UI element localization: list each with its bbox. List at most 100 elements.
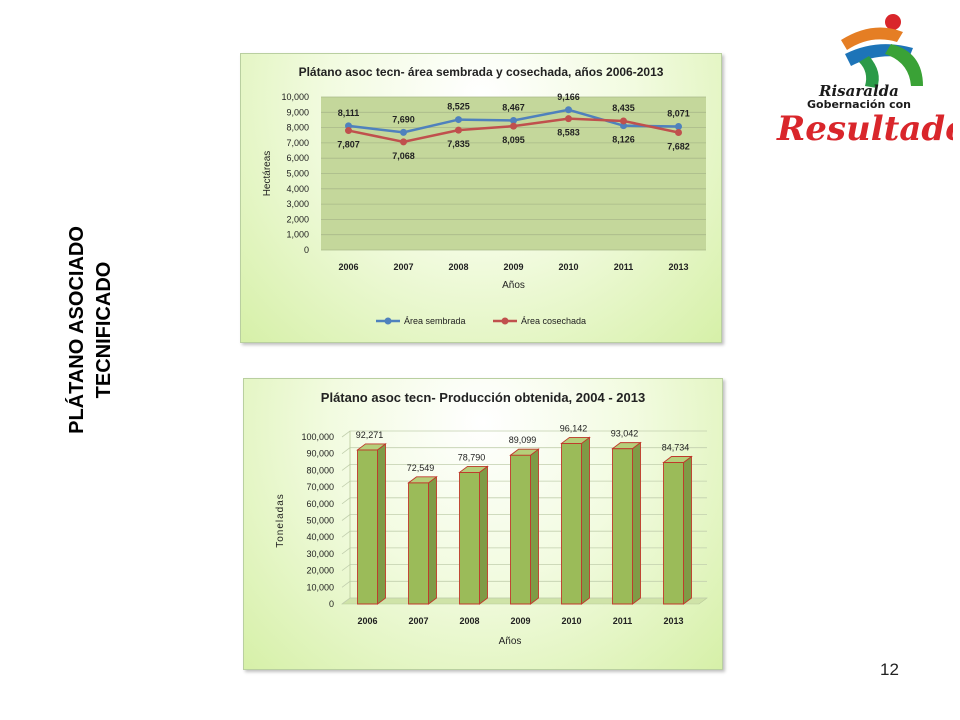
bar-top (458, 465, 489, 473)
data-label: 8,525 (447, 102, 470, 112)
chart-title: Plátano asoc tecn- Producción obtenida, … (321, 390, 645, 405)
data-label: 93,042 (611, 429, 639, 439)
production-chart-panel: Plátano asoc tecn- Producción obtenida, … (243, 378, 723, 670)
risaralda-logo: Risaralda Gobernación con Resultados (773, 8, 960, 149)
x-tick-label: 2013 (663, 616, 683, 626)
data-label: 7,682 (667, 141, 690, 151)
side-title-line2: TECNIFICADO (93, 261, 115, 399)
bar-top (662, 456, 693, 463)
x-tick-label: 2008 (448, 262, 468, 272)
data-point (510, 116, 517, 124)
y-tick-label: 4,000 (286, 184, 309, 194)
data-label: 8,126 (612, 135, 635, 145)
side-title: PLÁTANO ASOCIADO TECNIFICADO (64, 200, 124, 460)
x-tick-label: 2009 (510, 616, 530, 626)
bar-top (611, 442, 642, 450)
bar-side (683, 455, 692, 605)
y-tick-label: 70,000 (306, 482, 334, 492)
y-axis-label: Hectáreas (262, 151, 273, 197)
x-tick-label: 2008 (459, 616, 479, 626)
y-tick-label: 100,000 (301, 432, 334, 442)
y-tick-label: 6,000 (286, 153, 309, 163)
data-label: 89,099 (509, 435, 537, 445)
legend-marker (501, 317, 509, 325)
data-label: 7,690 (392, 114, 415, 124)
bar-top (407, 476, 438, 484)
data-label: 8,435 (612, 103, 635, 113)
x-tick-label: 2009 (503, 262, 523, 272)
y-tick-label: 9,000 (286, 107, 309, 117)
y-tick-label: 60,000 (306, 499, 334, 509)
y-tick-label: 0 (329, 599, 334, 609)
y-tick-label: 0 (304, 245, 309, 255)
bar-front (561, 442, 582, 605)
x-tick-label: 2010 (561, 616, 581, 626)
data-label: 8,111 (338, 108, 360, 118)
data-label: 72,549 (407, 463, 435, 473)
x-axis-label: Años (499, 636, 522, 647)
bar-top (560, 436, 591, 444)
data-point (510, 122, 517, 130)
x-tick-label: 2007 (408, 616, 428, 626)
data-label: 8,467 (502, 102, 525, 112)
bar-side (530, 448, 539, 605)
svg-text:Risaralda: Risaralda (818, 82, 899, 100)
bar-side (479, 465, 488, 605)
bar-front (612, 448, 633, 605)
area-chart-panel: Plátano asoc tecn- área sembrada y cosec… (240, 53, 722, 343)
y-tick-label: 40,000 (306, 532, 334, 542)
bar-side (377, 443, 386, 605)
svg-text:Gobernación con: Gobernación con (807, 98, 911, 111)
x-tick-label: 2013 (668, 262, 688, 272)
data-label: 9,166 (557, 92, 580, 102)
data-label: 8,095 (502, 135, 525, 145)
y-tick-label: 7,000 (286, 138, 309, 148)
area-line-chart: Plátano asoc tecn- área sembrada y cosec… (262, 65, 706, 326)
data-label: 84,734 (662, 442, 690, 452)
data-point (455, 126, 462, 134)
y-tick-label: 30,000 (306, 549, 334, 559)
data-point (675, 128, 682, 136)
side-title-line1: PLÁTANO ASOCIADO (66, 226, 88, 434)
bar-front (510, 454, 531, 605)
y-tick-label: 90,000 (306, 449, 334, 459)
bar-front (408, 482, 429, 605)
data-label: 96,142 (560, 423, 588, 433)
bar-front (357, 449, 378, 605)
data-label: 8,071 (667, 109, 690, 119)
data-point (400, 138, 407, 146)
x-tick-label: 2011 (614, 262, 634, 272)
legend-label: Área sembrada (404, 316, 466, 326)
legend-label: Área cosechada (521, 316, 586, 326)
bar-top (509, 448, 540, 456)
y-tick-label: 80,000 (306, 465, 334, 475)
y-tick-label: 3,000 (286, 199, 309, 209)
y-axis-label: Toneladas (275, 493, 286, 548)
y-tick-label: 50,000 (306, 516, 334, 526)
x-tick-label: 2006 (338, 262, 358, 272)
bar-front (663, 462, 684, 605)
production-bar-chart: Plátano asoc tecn- Producción obtenida, … (275, 390, 708, 647)
data-point (620, 117, 627, 125)
bar-side (428, 475, 437, 605)
bar-top (356, 443, 387, 451)
data-point (400, 128, 407, 136)
y-tick-label: 1,000 (286, 230, 309, 240)
svg-text:Resultados: Resultados (776, 109, 953, 148)
chart-title: Plátano asoc tecn- área sembrada y cosec… (299, 65, 664, 79)
y-tick-label: 10,000 (281, 92, 309, 102)
y-tick-label: 2,000 (286, 214, 309, 224)
data-label: 78,790 (458, 452, 486, 462)
data-label: 7,807 (337, 140, 360, 150)
data-label: 7,835 (447, 139, 470, 149)
bar-side (632, 441, 641, 605)
y-tick-label: 20,000 (306, 566, 334, 576)
legend-marker (384, 317, 392, 325)
y-tick-label: 5,000 (286, 169, 309, 179)
x-tick-label: 2006 (357, 616, 377, 626)
data-label: 92,271 (356, 430, 384, 440)
y-tick-label: 8,000 (286, 123, 309, 133)
data-point (565, 115, 572, 123)
x-axis-label: Años (502, 280, 525, 291)
data-point (675, 123, 682, 131)
